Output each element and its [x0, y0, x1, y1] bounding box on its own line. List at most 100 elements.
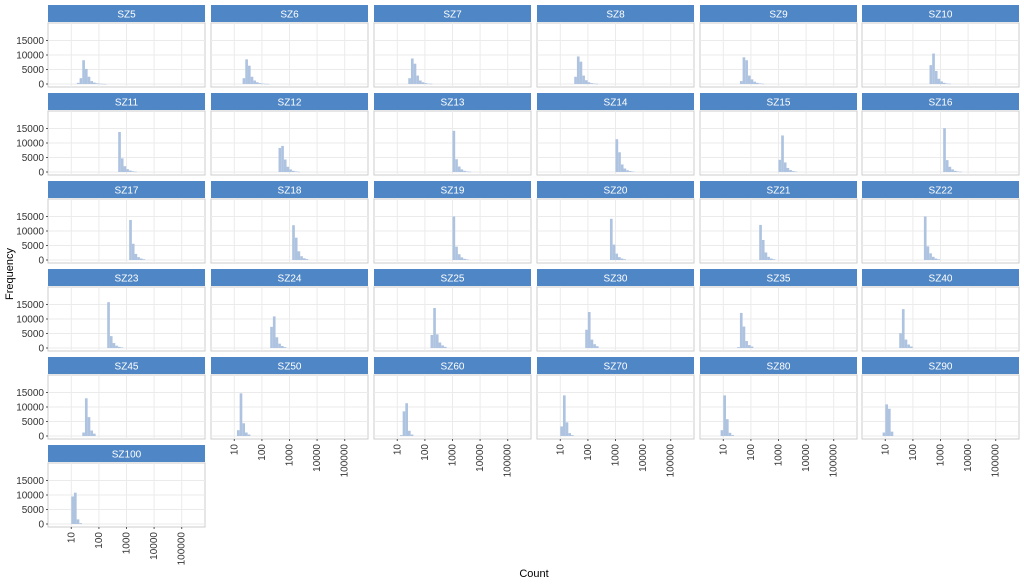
- facet-strip-label: SZ80: [767, 362, 791, 373]
- histogram-bar: [305, 259, 309, 260]
- histogram-bar: [465, 259, 469, 260]
- y-tick-label: 5000: [22, 153, 45, 164]
- histogram-bar: [281, 145, 284, 172]
- histogram-bar: [909, 346, 913, 348]
- histogram-bar: [261, 83, 265, 85]
- facet-panel-sz35: SZ35: [699, 269, 858, 352]
- y-tick-label: 5000: [22, 65, 45, 76]
- histogram-bars: [574, 56, 599, 85]
- histogram-bar: [615, 139, 619, 172]
- x-tick-label: 100000: [991, 444, 1002, 478]
- histogram-bars: [720, 395, 734, 436]
- gridlines: [862, 199, 1019, 263]
- histogram-bar: [405, 403, 408, 436]
- histogram-bar: [781, 135, 784, 172]
- histogram-bar: [943, 128, 946, 172]
- facet-panel-sz22: SZ22: [861, 181, 1020, 264]
- histogram-bar: [745, 341, 748, 348]
- histogram-bar: [120, 347, 124, 348]
- histogram-bar: [71, 496, 74, 524]
- histogram-bar: [278, 147, 282, 172]
- histogram-bar: [761, 83, 764, 85]
- facet-strip: [374, 93, 531, 110]
- histogram-bar: [283, 159, 287, 172]
- x-tick-label: 100000: [829, 444, 840, 478]
- facet-panel-sz7: SZ7: [373, 5, 532, 88]
- histogram-bar: [258, 83, 262, 84]
- gridlines: [700, 23, 857, 87]
- facet-strip: [48, 93, 205, 110]
- histogram-bar: [98, 83, 102, 85]
- histogram-bar: [242, 78, 246, 84]
- histogram-bar: [416, 75, 419, 84]
- histogram-bar: [418, 80, 422, 84]
- facet-strip: [374, 5, 531, 22]
- histogram-bar: [932, 53, 935, 84]
- gridlines: [862, 23, 1019, 87]
- histogram-bar: [767, 256, 770, 260]
- x-tick-label: 100: [583, 444, 594, 461]
- x-tick-label: 100000: [503, 444, 514, 478]
- histogram-bar: [399, 435, 403, 436]
- histogram-bar: [794, 171, 798, 173]
- y-tick-label: 15000: [16, 124, 44, 135]
- histogram-bar: [747, 345, 751, 348]
- histogram-bar: [956, 171, 960, 172]
- y-tick-label: 10000: [16, 139, 44, 150]
- histogram-bar: [885, 404, 888, 436]
- histogram-bar: [302, 258, 306, 260]
- histogram-bar: [595, 346, 599, 348]
- x-tick-label: 100: [746, 444, 757, 461]
- histogram-bar: [463, 170, 466, 172]
- facet-strip-label: SZ11: [115, 98, 139, 109]
- facet-strip-label: SZ19: [441, 186, 465, 197]
- facet-strip-label: SZ9: [769, 10, 788, 21]
- facet-strip-label: SZ12: [278, 98, 302, 109]
- y-tick-label: 15000: [16, 300, 44, 311]
- facet-strip-label: SZ24: [278, 274, 302, 285]
- histogram-bar: [82, 432, 85, 436]
- y-tick-label: 0: [38, 80, 44, 91]
- gridlines: [48, 23, 205, 87]
- histogram-bar: [424, 83, 428, 84]
- histogram-bar: [115, 345, 118, 348]
- facet-strip-label: SZ100: [112, 450, 142, 461]
- histogram-bar: [76, 519, 80, 524]
- facet-strip: [700, 93, 857, 110]
- histogram-bar: [747, 75, 751, 84]
- facet-strip-label: SZ45: [115, 362, 139, 373]
- histogram-bar: [95, 83, 99, 84]
- facet-panel-sz14: SZ14: [536, 93, 695, 176]
- histogram-bars: [82, 398, 96, 436]
- histogram-bar: [253, 80, 256, 84]
- histogram-bar: [772, 259, 776, 260]
- facet-strip-label: SZ60: [441, 362, 465, 373]
- y-tick-label: 15000: [16, 36, 44, 47]
- gridlines: [211, 199, 368, 263]
- histogram-bar: [579, 61, 583, 84]
- histogram-bar: [731, 435, 734, 436]
- x-tick-label: 100: [94, 532, 105, 549]
- histogram-bar: [623, 168, 627, 172]
- histogram-bar: [761, 239, 765, 260]
- histogram-bar: [280, 345, 284, 348]
- histogram-bar: [465, 171, 469, 172]
- histogram-bar: [931, 256, 935, 260]
- x-tick-label: 1000: [611, 444, 622, 467]
- x-tick-label: 10000: [638, 444, 649, 472]
- facet-strip: [211, 269, 368, 286]
- histogram-bar: [142, 259, 146, 260]
- facet-strip-label: SZ22: [929, 186, 953, 197]
- x-tick-label: 100: [908, 444, 919, 461]
- histogram-bar: [410, 434, 414, 436]
- x-tick-label: 10000: [312, 444, 323, 472]
- facet-panel-sz6: SZ6: [210, 5, 369, 88]
- y-tick-label: 5000: [22, 329, 45, 340]
- facet-strip: [862, 5, 1019, 22]
- histogram-bar: [620, 164, 624, 172]
- histogram-bar: [101, 83, 104, 85]
- x-tick-label: 10000: [801, 444, 812, 472]
- x-tick-label: 10: [555, 444, 566, 456]
- histogram-bar: [245, 59, 248, 84]
